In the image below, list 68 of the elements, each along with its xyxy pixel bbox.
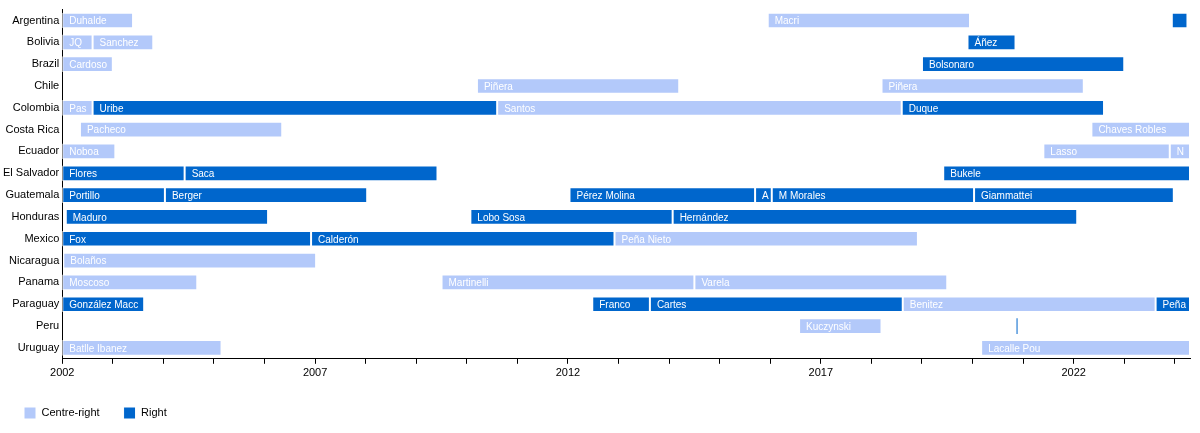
y-tick-label: Costa Rica (5, 122, 61, 135)
x-tick-label: 2022 (1061, 366, 1086, 379)
annotation: Berger (171, 189, 203, 201)
y-tick-label: Ecuador (18, 144, 60, 157)
annotation: A (762, 189, 770, 201)
annotation: Macri (774, 15, 800, 27)
annotation: Hernández (679, 211, 729, 223)
annotation: Bolsonaro (928, 58, 975, 70)
annotation: Pas (69, 102, 87, 114)
annotation: Benitez (909, 298, 944, 310)
annotation: Peña Nieto (621, 233, 672, 245)
annotation: Áñez (974, 36, 998, 49)
annotation: Uribe (99, 102, 124, 114)
annotation: Maduro (72, 211, 108, 223)
annotation: Giammattei (981, 189, 1033, 201)
annotation: Varela (701, 277, 730, 289)
annotation: Pérez Molina (576, 189, 636, 201)
x-tick-label: 2002 (50, 366, 75, 379)
y-tick-label: Uruguay (17, 340, 60, 353)
annotation: Peña (1162, 298, 1187, 310)
annotation: Martinelli (448, 277, 489, 289)
y-tick-label: Honduras (11, 209, 60, 222)
annotation: Piñera (888, 80, 918, 92)
y-tick-label: El Salvador (2, 166, 60, 179)
annotation: Lacalle Pou (988, 342, 1041, 354)
annotation: Kuczynski (806, 320, 852, 332)
y-tick-label: Argentina (12, 13, 61, 26)
annotation: Moscoso (69, 277, 110, 289)
annotation: Piñera (483, 80, 514, 92)
y-tick-label: Bolivia (26, 35, 61, 48)
y-tick-label: Mexico (24, 231, 60, 244)
annotation: Santos (504, 102, 536, 114)
x-tick-label: 2017 (808, 366, 834, 379)
annotation: Noboa (69, 146, 100, 158)
y-tick-label: Guatemala (5, 188, 61, 201)
annotation: Bukele (950, 168, 982, 180)
annotation: Flores (69, 168, 98, 180)
annotation: Cardoso (69, 58, 108, 70)
y-tick-label: Peru (36, 319, 60, 332)
annotation: Duque (908, 102, 939, 114)
annotation: M Morales (778, 189, 826, 201)
y-tick-label: Chile (34, 79, 60, 92)
annotation: Calderón (318, 233, 359, 245)
annotation: N (1176, 146, 1185, 158)
annotation: Fox (69, 233, 86, 245)
annotation: González Macc (69, 298, 139, 310)
annotation: Chaves Robles (1098, 124, 1167, 136)
x-tick-label: 2007 (302, 366, 328, 379)
legend-label: Centre-right (41, 406, 100, 419)
annotation: Sanchez (99, 37, 139, 49)
y-tick-label: Paraguay (12, 297, 60, 310)
annotation: Franco (599, 298, 631, 310)
x-tick-label: 2012 (555, 366, 581, 379)
annotation: Lobo Sosa (477, 211, 526, 223)
annotation: Lasso (1050, 146, 1078, 158)
annotation: Batlle Ibanez (69, 342, 128, 354)
annotation: JQ (69, 37, 83, 49)
legend-label: Right (141, 406, 167, 419)
annotation: Duhalde (69, 15, 107, 27)
y-tick-label: Panama (18, 275, 61, 288)
annotation: Cartes (656, 298, 687, 310)
annotation: Bolaños (70, 255, 107, 267)
annotation: Saca (191, 168, 215, 180)
y-tick-label: Colombia (12, 100, 61, 113)
y-tick-label: Brazil (31, 57, 60, 70)
y-tick-label: Nicaragua (9, 253, 61, 266)
annotation: Pacheco (86, 124, 127, 136)
annotation: Portillo (69, 189, 101, 201)
